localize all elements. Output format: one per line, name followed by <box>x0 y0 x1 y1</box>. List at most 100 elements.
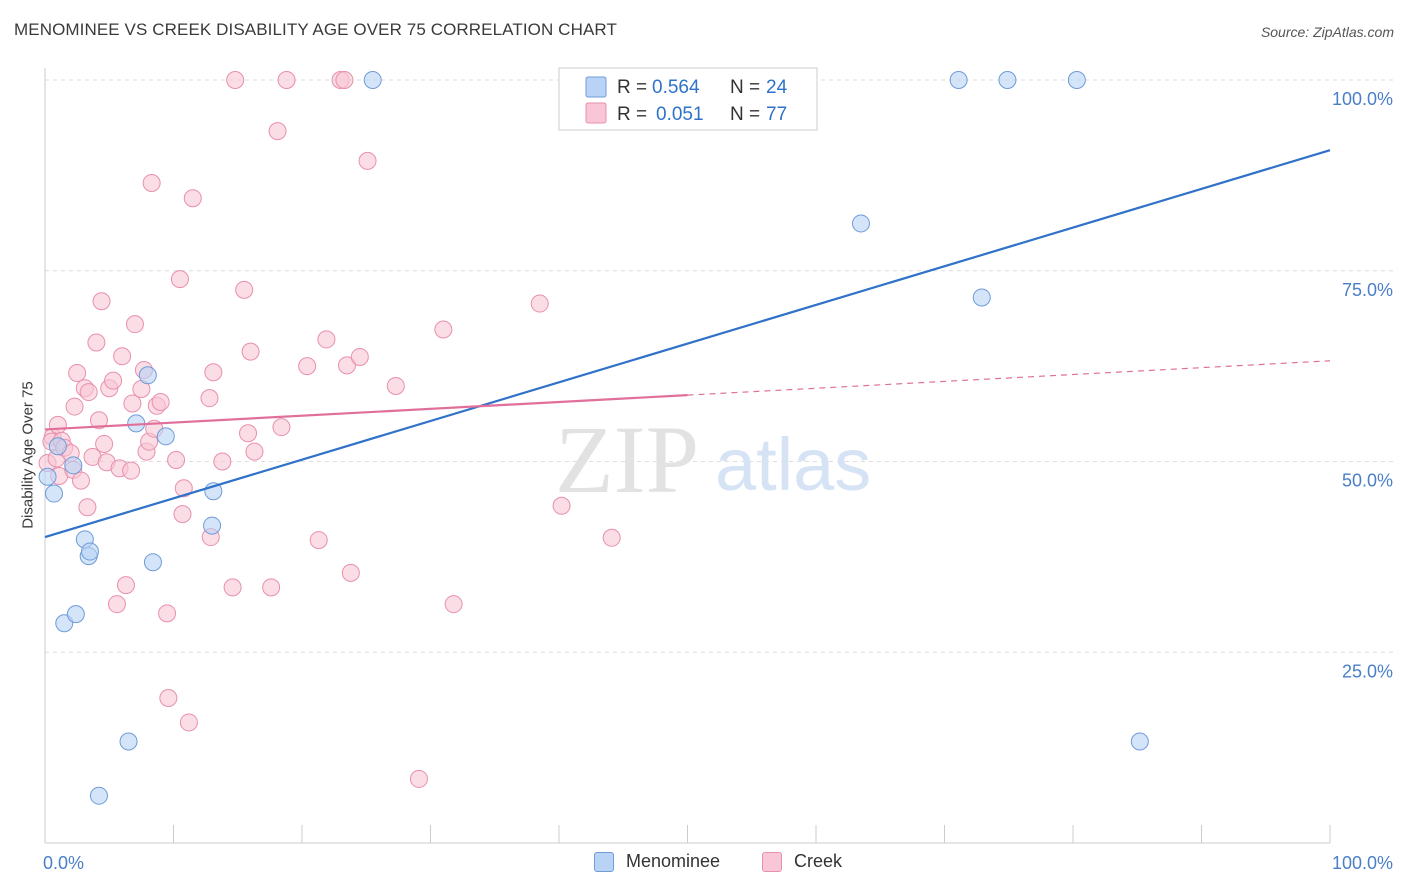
creek-point <box>123 394 142 413</box>
menominee-point <box>1067 71 1086 89</box>
creek-point <box>89 411 108 430</box>
menominee-point <box>972 288 991 307</box>
creek-point <box>151 392 170 411</box>
creek-point <box>113 347 132 366</box>
creek-point <box>317 330 336 349</box>
menominee-point <box>1130 732 1149 751</box>
legend-n-label: N = <box>730 104 760 125</box>
creek-point <box>309 531 328 550</box>
legend-bottom: Menominee Creek <box>0 851 1406 877</box>
legend-r-value-creek: 0.051 <box>656 104 704 125</box>
legend-label-menominee: Menominee <box>626 851 721 871</box>
creek-point <box>48 415 67 434</box>
chart-title: MENOMINEE VS CREEK DISABILITY AGE OVER 7… <box>14 20 617 39</box>
creek-point <box>174 479 193 498</box>
menominee-point <box>851 214 870 233</box>
creek-point <box>65 397 84 416</box>
creek-trend-line <box>44 394 688 431</box>
creek-point <box>386 376 405 395</box>
y-tick-label: 50.0% <box>1342 471 1393 491</box>
menominee-point <box>66 605 85 624</box>
menominee-point <box>143 553 162 572</box>
creek-point <box>409 769 428 788</box>
creek-point <box>530 294 549 313</box>
legend-item-creek[interactable]: Creek <box>762 851 842 872</box>
legend-r-label: R = <box>617 77 647 98</box>
creek-point <box>116 576 135 595</box>
legend-n-label: N = <box>730 77 760 98</box>
menominee-point <box>48 437 67 456</box>
creek-point <box>350 347 369 366</box>
menominee-point <box>363 71 382 89</box>
creek-point <box>179 713 198 732</box>
creek-point <box>262 578 281 597</box>
creek-point <box>173 505 192 524</box>
creek-point <box>107 595 126 614</box>
creek-points <box>38 71 621 788</box>
creek-point <box>239 424 258 443</box>
legend-swatch-creek <box>585 102 607 124</box>
creek-point <box>223 578 242 597</box>
creek-point <box>125 315 144 334</box>
creek-point <box>213 452 232 471</box>
creek-point <box>104 371 123 390</box>
creek-point <box>272 418 291 437</box>
legend-n-value-menominee: 24 <box>766 77 788 98</box>
x-tick-label: 0.0% <box>43 853 84 873</box>
creek-point <box>87 333 106 352</box>
menominee-point <box>138 366 157 385</box>
watermark: ZIP atlas <box>555 406 871 513</box>
menominee-point <box>80 542 99 561</box>
menominee-trend-line <box>44 149 1331 539</box>
creek-point <box>226 71 245 89</box>
creek-point <box>183 189 202 208</box>
legend-r-label: R = <box>617 104 647 125</box>
creek-point <box>158 604 177 623</box>
creek-point <box>204 363 223 382</box>
creek-point <box>68 363 87 382</box>
creek-point <box>71 471 90 490</box>
creek-point <box>170 270 189 289</box>
legend-label-creek: Creek <box>794 851 843 871</box>
creek-point <box>602 528 621 547</box>
y-tick-label: 100.0% <box>1332 89 1393 109</box>
menominee-point <box>998 71 1017 89</box>
creek-point <box>122 461 141 480</box>
menominee-point <box>89 786 108 805</box>
creek-point <box>552 496 571 515</box>
legend-swatch-menominee <box>594 851 614 872</box>
creek-point <box>268 122 287 141</box>
creek-point <box>167 450 186 469</box>
legend-top: R = 0.564 N = 24 R = 0.051 N = 77 <box>558 67 818 131</box>
menominee-point <box>44 484 63 503</box>
x-tick-labels: 0.0% 100.0% <box>43 853 1393 873</box>
creek-point <box>200 389 219 408</box>
creek-point <box>92 292 111 311</box>
creek-point <box>337 356 356 375</box>
creek-point <box>434 320 453 339</box>
creek-point <box>241 342 260 361</box>
y-tick-label: 25.0% <box>1342 661 1393 681</box>
watermark-zip: ZIP <box>555 406 699 513</box>
menominee-points <box>38 71 1149 805</box>
legend-item-menominee[interactable]: Menominee <box>594 851 720 872</box>
menominee-point <box>156 427 175 446</box>
watermark-atlas: atlas <box>715 423 871 506</box>
menominee-point <box>38 467 57 486</box>
menominee-point <box>949 71 968 89</box>
creek-point <box>335 71 354 89</box>
menominee-point <box>203 516 222 535</box>
creek-point <box>79 383 98 402</box>
creek-point <box>245 442 264 461</box>
creek-point <box>444 595 463 614</box>
creek-point <box>277 71 296 89</box>
menominee-point <box>64 456 83 475</box>
chart-source: Source: ZipAtlas.com <box>1260 24 1394 40</box>
y-tick-label: 75.0% <box>1342 280 1393 300</box>
menominee-point <box>119 732 138 751</box>
creek-trend-line-extrapolated <box>687 360 1331 396</box>
trend-lines <box>44 149 1331 539</box>
legend-r-value-menominee: 0.564 <box>652 77 700 98</box>
creek-point <box>341 563 360 582</box>
